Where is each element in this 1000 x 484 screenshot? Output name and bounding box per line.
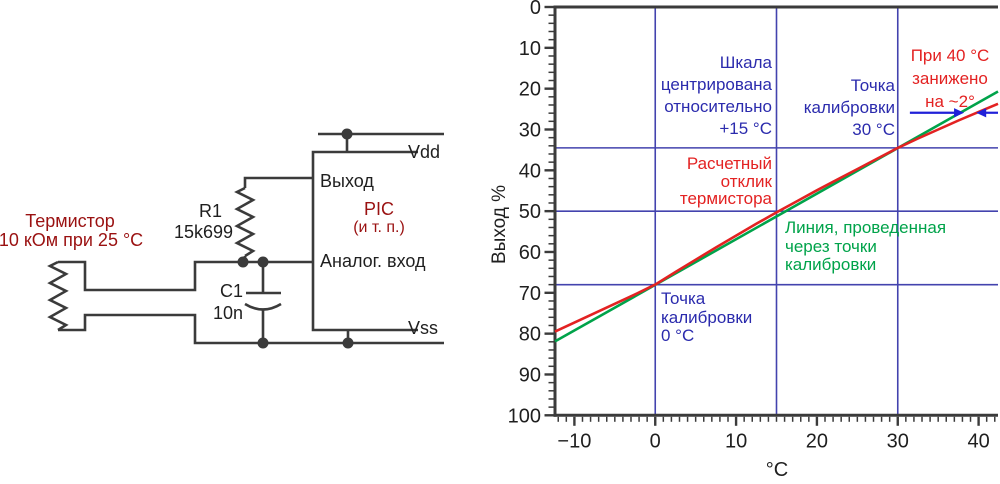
circuit-schematic: Термистор 10 кОм при 25 °C R1 15k699 C1 … xyxy=(0,128,444,349)
junction-dot xyxy=(257,337,269,349)
y-tick-label: 20 xyxy=(519,79,541,101)
thermistor-symbol xyxy=(47,260,69,332)
r1-name-label: R1 xyxy=(199,201,222,221)
output-wire xyxy=(243,176,313,188)
y-tick-label: 90 xyxy=(519,364,541,386)
junction-dot xyxy=(342,337,354,349)
c1-name-label: C1 xyxy=(220,281,243,301)
y-axis-title: Выход % xyxy=(489,184,510,264)
annotation-cal-line: Линия, проведенная через точки калибровк… xyxy=(785,218,947,274)
pic-box xyxy=(311,150,418,332)
junction-dot xyxy=(341,128,353,140)
x-axis-title: °C xyxy=(765,459,789,481)
y-tick-label: 60 xyxy=(519,242,541,264)
pin-output-label: Выход xyxy=(320,171,374,191)
x-tick-label: 20 xyxy=(806,430,828,452)
annotation-cal-point-30: Точка калибровки 30 °C xyxy=(803,76,895,139)
y-tick-label: 10 xyxy=(519,38,541,60)
resistor-r1-symbol xyxy=(234,186,256,258)
series-line-1 xyxy=(554,90,999,343)
junction-dot xyxy=(257,256,269,268)
chip-note-label: (и т. п.) xyxy=(353,219,405,236)
junction-dots xyxy=(237,128,354,349)
y-tick-label: 70 xyxy=(519,283,541,305)
x-tick-label: −10 xyxy=(557,430,591,452)
y-tick-label: 30 xyxy=(519,119,541,141)
vdd-label: Vdd xyxy=(408,142,440,162)
chip-name-label: PIC xyxy=(364,199,394,219)
r1-value-label: 15k699 xyxy=(174,222,233,242)
x-tick-label: 40 xyxy=(967,430,989,452)
x-tick-label: 30 xyxy=(887,430,909,452)
y-tick-label: 50 xyxy=(519,201,541,223)
chart-plot: −10 0 10 20 30 40 0 10 20 30 40 50 60 70 80 90 100 xyxy=(508,0,999,452)
x-tick-label: 0 xyxy=(650,430,661,452)
analog-input-wire xyxy=(58,260,313,292)
annotation-thermistor-response: Расчетный отклик термистора xyxy=(679,154,772,208)
x-tick-label: 10 xyxy=(725,430,747,452)
series-line-0 xyxy=(554,102,999,333)
vss-rail xyxy=(58,313,444,345)
circuit-labels: Термистор 10 кОм при 25 °C R1 15k699 C1 … xyxy=(0,142,440,338)
annotation-cal-point-0: Точка калибровки 0 °C xyxy=(661,289,753,345)
y-tick-label: 100 xyxy=(508,405,541,427)
arrow-head-icon xyxy=(976,108,987,118)
annotation-scale-centered: Шкала центрирована относительно +15 °C xyxy=(660,53,772,138)
y-tick-label: 80 xyxy=(519,324,541,346)
vss-label: Vss xyxy=(408,318,438,338)
annotation-error-at-40: При 40 °C занижено на ~2° xyxy=(910,46,990,111)
pin-analog-label: Аналог. вход xyxy=(320,251,426,271)
junction-dot xyxy=(237,256,249,268)
arrow-head-icon xyxy=(954,108,965,118)
capacitor-c1-bottom-plate xyxy=(244,302,282,311)
y-tick-label: 0 xyxy=(530,0,541,19)
thermistor-label-line1: Термистор xyxy=(25,211,115,231)
c1-value-label: 10n xyxy=(213,303,243,323)
y-tick-label: 40 xyxy=(519,160,541,182)
thermistor-label-line2: 10 кОм при 25 °C xyxy=(0,230,143,250)
